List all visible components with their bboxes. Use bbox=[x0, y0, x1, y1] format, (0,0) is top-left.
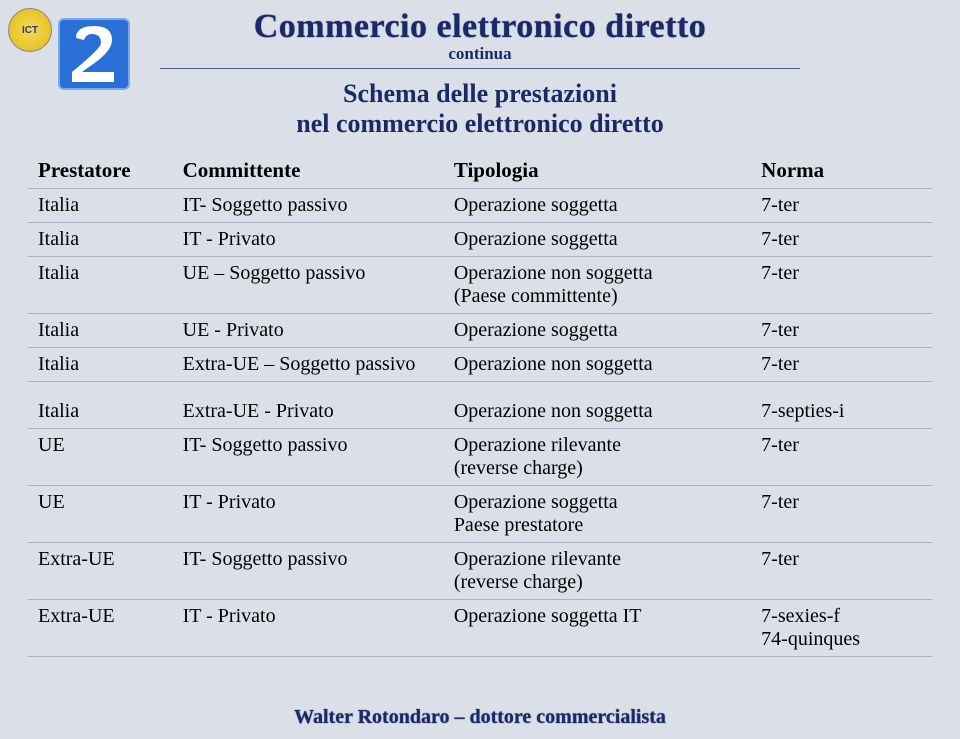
cell-tipologia: Operazione rilevante(reverse charge) bbox=[444, 429, 751, 486]
cell-tipologia: Operazione non soggetta bbox=[444, 347, 751, 381]
cell-committente: Extra-UE - Privato bbox=[173, 395, 444, 429]
section-gap bbox=[28, 381, 932, 395]
cell-prestatore: UE bbox=[28, 429, 173, 486]
table-row: ItaliaExtra-UE - PrivatoOperazione non s… bbox=[28, 395, 932, 429]
cell-prestatore: Extra-UE bbox=[28, 600, 173, 657]
cell-norma: 7-ter bbox=[751, 256, 932, 313]
number-two-icon bbox=[58, 18, 130, 90]
schema-line-2: nel commercio elettronico diretto bbox=[296, 109, 663, 138]
cell-norma: 7-septies-i bbox=[751, 395, 932, 429]
logo-badge: ICT bbox=[8, 8, 52, 52]
cell-committente: IT - Privato bbox=[173, 486, 444, 543]
main-title: Commercio elettronico diretto bbox=[0, 8, 960, 46]
cell-norma: 7-ter bbox=[751, 188, 932, 222]
schema-line-1: Schema delle prestazioni bbox=[343, 79, 617, 108]
cell-committente: UE – Soggetto passivo bbox=[173, 256, 444, 313]
cell-prestatore: Italia bbox=[28, 188, 173, 222]
footer-credit: Walter Rotondaro – dottore commercialist… bbox=[0, 706, 960, 729]
cell-prestatore: Italia bbox=[28, 256, 173, 313]
cell-prestatore: Italia bbox=[28, 313, 173, 347]
table-row: ItaliaExtra-UE – Soggetto passivoOperazi… bbox=[28, 347, 932, 381]
subtitle-continua: continua bbox=[0, 44, 960, 64]
cell-tipologia: Operazione soggettaPaese prestatore bbox=[444, 486, 751, 543]
table-row: UEIT - PrivatoOperazione soggettaPaese p… bbox=[28, 486, 932, 543]
cell-committente: IT - Privato bbox=[173, 222, 444, 256]
table-row: ItaliaUE - PrivatoOperazione soggetta7-t… bbox=[28, 313, 932, 347]
cell-tipologia: Operazione soggetta IT bbox=[444, 600, 751, 657]
cell-norma: 7-ter bbox=[751, 543, 932, 600]
schema-title: Schema delle prestazioni nel commercio e… bbox=[0, 79, 960, 139]
cell-committente: Extra-UE – Soggetto passivo bbox=[173, 347, 444, 381]
cell-norma: 7-ter bbox=[751, 313, 932, 347]
cell-tipologia: Operazione non soggetta(Paese committent… bbox=[444, 256, 751, 313]
cell-committente: IT - Privato bbox=[173, 600, 444, 657]
cell-tipologia: Operazione rilevante(reverse charge) bbox=[444, 543, 751, 600]
cell-norma: 7-ter bbox=[751, 429, 932, 486]
col-prestatore: Prestatore bbox=[28, 153, 173, 189]
table-header-row: Prestatore Committente Tipologia Norma bbox=[28, 153, 932, 189]
header-divider bbox=[160, 68, 800, 69]
cell-committente: IT- Soggetto passivo bbox=[173, 188, 444, 222]
table-row: Extra-UEIT - PrivatoOperazione soggetta … bbox=[28, 600, 932, 657]
cell-prestatore: UE bbox=[28, 486, 173, 543]
cell-norma: 7-ter bbox=[751, 347, 932, 381]
cell-norma: 7-ter bbox=[751, 222, 932, 256]
prestazioni-table: Prestatore Committente Tipologia Norma I… bbox=[28, 153, 932, 658]
cell-tipologia: Operazione soggetta bbox=[444, 188, 751, 222]
cell-norma: 7-ter bbox=[751, 486, 932, 543]
logo-text: ICT bbox=[22, 25, 38, 36]
table-row: ItaliaUE – Soggetto passivoOperazione no… bbox=[28, 256, 932, 313]
cell-tipologia: Operazione soggetta bbox=[444, 313, 751, 347]
cell-prestatore: Italia bbox=[28, 395, 173, 429]
col-tipologia: Tipologia bbox=[444, 153, 751, 189]
table-container: Prestatore Committente Tipologia Norma I… bbox=[28, 153, 932, 658]
cell-norma: 7-sexies-f74-quinques bbox=[751, 600, 932, 657]
cell-prestatore: Extra-UE bbox=[28, 543, 173, 600]
cell-prestatore: Italia bbox=[28, 347, 173, 381]
col-committente: Committente bbox=[173, 153, 444, 189]
cell-tipologia: Operazione soggetta bbox=[444, 222, 751, 256]
cell-committente: IT- Soggetto passivo bbox=[173, 543, 444, 600]
cell-prestatore: Italia bbox=[28, 222, 173, 256]
cell-committente: UE - Privato bbox=[173, 313, 444, 347]
table-row: Extra-UEIT- Soggetto passivoOperazione r… bbox=[28, 543, 932, 600]
cell-committente: IT- Soggetto passivo bbox=[173, 429, 444, 486]
table-row: ItaliaIT - PrivatoOperazione soggetta7-t… bbox=[28, 222, 932, 256]
cell-tipologia: Operazione non soggetta bbox=[444, 395, 751, 429]
col-norma: Norma bbox=[751, 153, 932, 189]
header: Commercio elettronico diretto continua S… bbox=[0, 0, 960, 139]
table-row: ItaliaIT- Soggetto passivoOperazione sog… bbox=[28, 188, 932, 222]
table-row: UEIT- Soggetto passivoOperazione rilevan… bbox=[28, 429, 932, 486]
